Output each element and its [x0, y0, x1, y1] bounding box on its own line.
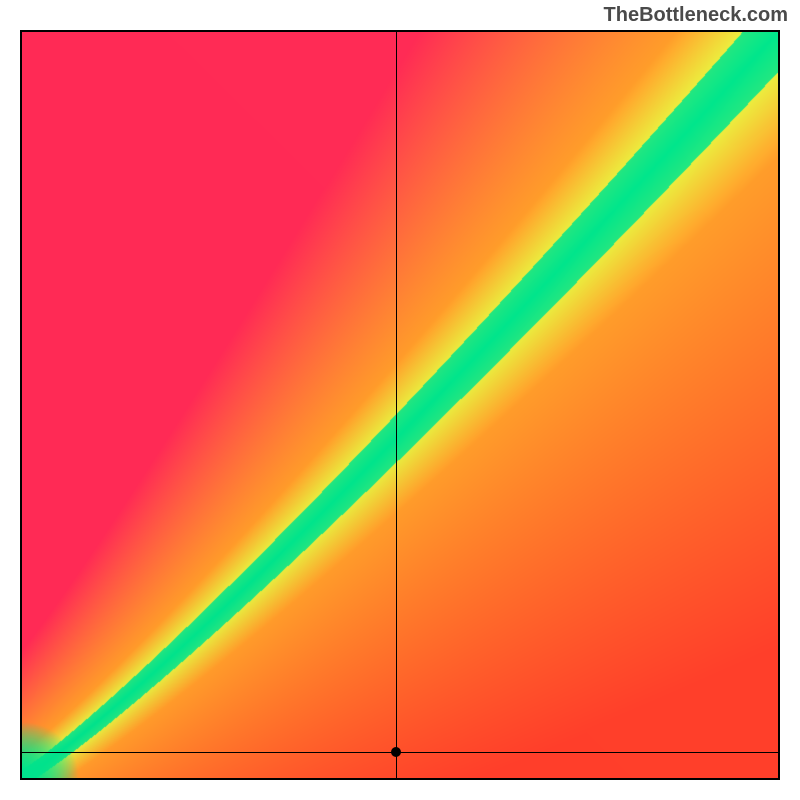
- heatmap-plot: [20, 30, 780, 780]
- watermark-text: TheBottleneck.com: [604, 4, 788, 27]
- heatmap-canvas: [22, 32, 778, 778]
- marker-dot: [391, 747, 401, 757]
- crosshair-vertical: [396, 32, 397, 778]
